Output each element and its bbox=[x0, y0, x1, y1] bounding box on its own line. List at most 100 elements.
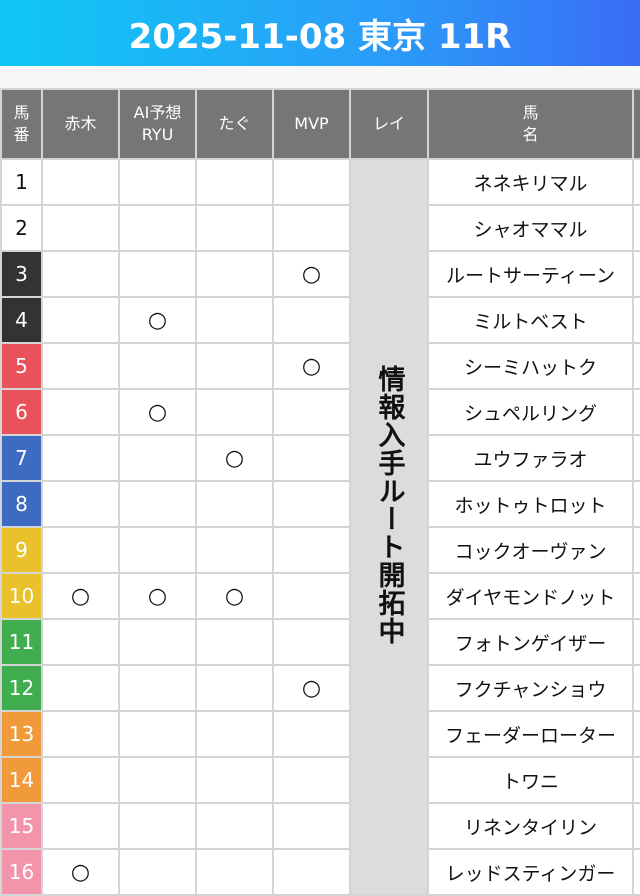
mark-akagi bbox=[41, 526, 120, 574]
mark-ai: ○ bbox=[118, 572, 197, 620]
mark-mvp: ○ bbox=[272, 250, 351, 298]
horse-name: ネネキリマル bbox=[427, 158, 634, 206]
rei-column: 情報入手ルート開拓中 bbox=[349, 158, 429, 896]
horse-number: 6 bbox=[0, 388, 43, 436]
mark-tagu bbox=[195, 204, 274, 252]
mark-akagi bbox=[41, 664, 120, 712]
mark-tagu bbox=[195, 250, 274, 298]
table-row[interactable]: 14 トワニ bbox=[0, 756, 640, 804]
horse-name: フクチャンショウ bbox=[427, 664, 634, 712]
column-label: 馬 bbox=[522, 103, 539, 122]
horse-name: ダイヤモンドノット bbox=[427, 572, 634, 620]
extra-cell bbox=[632, 802, 640, 850]
mark-akagi: ○ bbox=[41, 572, 120, 620]
horse-number: 1 bbox=[0, 158, 43, 206]
mark-tagu bbox=[195, 296, 274, 344]
mark-akagi bbox=[41, 802, 120, 850]
mark-mvp bbox=[272, 526, 351, 574]
mark-mvp bbox=[272, 434, 351, 482]
extra-cell bbox=[632, 250, 640, 298]
mark-mvp: ○ bbox=[272, 664, 351, 712]
column-label: RYU bbox=[141, 125, 174, 144]
table-row[interactable]: 7 ○ ユウファラオ bbox=[0, 434, 640, 482]
table-row[interactable]: 4 ○ ミルトベスト bbox=[0, 296, 640, 344]
table-row[interactable]: 15 リネンタイリン bbox=[0, 802, 640, 850]
extra-cell bbox=[632, 158, 640, 206]
table-row[interactable]: 12 ○ フクチャンショウ bbox=[0, 664, 640, 712]
mark-mvp bbox=[272, 572, 351, 620]
table-row[interactable]: 2 シャオママル bbox=[0, 204, 640, 252]
mark-akagi bbox=[41, 434, 120, 482]
mark-mvp bbox=[272, 756, 351, 804]
mark-tagu bbox=[195, 802, 274, 850]
mark-mvp: ○ bbox=[272, 342, 351, 390]
table-row[interactable]: 9 コックオーヴァン bbox=[0, 526, 640, 574]
horse-name: トワニ bbox=[427, 756, 634, 804]
horse-name: ミルトベスト bbox=[427, 296, 634, 344]
table-row[interactable]: 8 ホットゥトロット bbox=[0, 480, 640, 528]
mark-tagu bbox=[195, 664, 274, 712]
horse-number: 5 bbox=[0, 342, 43, 390]
mark-ai bbox=[118, 618, 197, 666]
horse-number: 12 bbox=[0, 664, 43, 712]
table-header-row: 馬番 赤木 AI予想 RYU たぐ MVP レイ 馬名 bbox=[0, 88, 640, 160]
mark-mvp bbox=[272, 296, 351, 344]
horse-name: シーミハットク bbox=[427, 342, 634, 390]
mark-mvp bbox=[272, 158, 351, 206]
spacer bbox=[0, 66, 640, 88]
table-row[interactable]: 10 ○ ○ ○ ダイヤモンドノット bbox=[0, 572, 640, 620]
column-label: 番 bbox=[13, 125, 30, 144]
mark-mvp bbox=[272, 802, 351, 850]
table-row[interactable]: 13 フェーダーローター bbox=[0, 710, 640, 758]
table-row[interactable]: 5 ○ シーミハットク bbox=[0, 342, 640, 390]
mark-mvp bbox=[272, 204, 351, 252]
mark-ai bbox=[118, 204, 197, 252]
horse-name: フェーダーローター bbox=[427, 710, 634, 758]
horse-name: シュペルリング bbox=[427, 388, 634, 436]
mark-tagu bbox=[195, 756, 274, 804]
extra-cell bbox=[632, 296, 640, 344]
horse-name: リネンタイリン bbox=[427, 802, 634, 850]
table-row[interactable]: 6 ○ シュペルリング bbox=[0, 388, 640, 436]
horse-number: 16 bbox=[0, 848, 43, 896]
column-label: 名 bbox=[522, 125, 539, 144]
extra-cell bbox=[632, 480, 640, 528]
table-row[interactable]: 11 フォトンゲイザー bbox=[0, 618, 640, 666]
mark-ai bbox=[118, 848, 197, 896]
table-row[interactable]: 3 ○ ルートサーティーン bbox=[0, 250, 640, 298]
extra-cell bbox=[632, 388, 640, 436]
table-row[interactable]: 16 ○ レッドスティンガー bbox=[0, 848, 640, 896]
mark-ai: ○ bbox=[118, 388, 197, 436]
extra-cell bbox=[632, 434, 640, 482]
mark-akagi bbox=[41, 710, 120, 758]
mark-mvp bbox=[272, 480, 351, 528]
col-akagi: 赤木 bbox=[41, 88, 120, 160]
horse-number: 2 bbox=[0, 204, 43, 252]
race-title: 2025-11-08 東京 11R bbox=[0, 0, 640, 66]
extra-cell bbox=[632, 572, 640, 620]
horse-number: 14 bbox=[0, 756, 43, 804]
mark-mvp bbox=[272, 710, 351, 758]
col-ai-ryu: AI予想 RYU bbox=[118, 88, 197, 160]
col-extra bbox=[632, 88, 640, 160]
mark-tagu bbox=[195, 158, 274, 206]
horse-name: ユウファラオ bbox=[427, 434, 634, 482]
extra-cell bbox=[632, 710, 640, 758]
extra-cell bbox=[632, 664, 640, 712]
extra-cell bbox=[632, 204, 640, 252]
mark-akagi bbox=[41, 618, 120, 666]
mark-akagi bbox=[41, 480, 120, 528]
horse-number: 9 bbox=[0, 526, 43, 574]
mark-akagi bbox=[41, 296, 120, 344]
mark-akagi bbox=[41, 250, 120, 298]
mark-ai bbox=[118, 342, 197, 390]
mark-mvp bbox=[272, 848, 351, 896]
col-tagu: たぐ bbox=[195, 88, 274, 160]
table-row[interactable]: 1 情報入手ルート開拓中 ネネキリマル bbox=[0, 158, 640, 896]
horse-number: 11 bbox=[0, 618, 43, 666]
extra-cell bbox=[632, 342, 640, 390]
extra-cell bbox=[632, 756, 640, 804]
extra-cell bbox=[632, 618, 640, 666]
horse-name: ルートサーティーン bbox=[427, 250, 634, 298]
mark-tagu bbox=[195, 526, 274, 574]
